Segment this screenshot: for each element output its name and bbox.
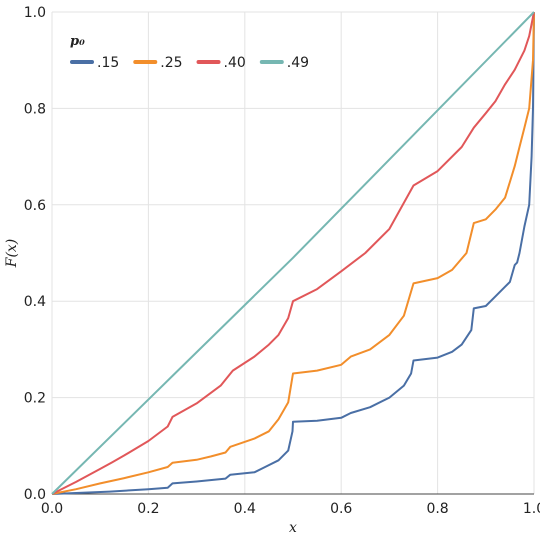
x-tick-label: 0.2 bbox=[137, 501, 159, 517]
tick-labels: 0.0 0.2 0.4 0.6 0.8 1.0 0.0 0.2 0.4 0.6 0.8 1.0 bbox=[24, 5, 540, 517]
x-tick-label: 0.6 bbox=[330, 501, 352, 517]
y-tick-label: 1.0 bbox=[24, 5, 46, 21]
y-tick-label: 0.8 bbox=[24, 101, 46, 117]
legend-label: .49 bbox=[287, 55, 309, 71]
legend-label: .15 bbox=[97, 55, 119, 71]
series-line-p15 bbox=[51, 11, 535, 495]
y-tick-label: 0.4 bbox=[24, 294, 46, 310]
legend: p₀ .15 .25 .40 .49 bbox=[70, 34, 309, 71]
series-line-p25 bbox=[51, 11, 535, 495]
legend-title: p₀ bbox=[70, 34, 85, 49]
x-axis-title: x bbox=[289, 520, 297, 536]
series-lines bbox=[51, 11, 535, 495]
x-tick-label: 0.8 bbox=[426, 501, 448, 517]
x-tick-label: 0.4 bbox=[234, 501, 256, 517]
series-line-p49 bbox=[51, 11, 535, 495]
y-tick-label: 0.6 bbox=[24, 198, 46, 214]
x-tick-label: 0.0 bbox=[41, 501, 63, 517]
series-line-p40 bbox=[51, 11, 535, 495]
y-tick-label: 0.2 bbox=[24, 391, 46, 407]
y-axis-title: F(x) bbox=[4, 239, 20, 269]
legend-label: .40 bbox=[224, 55, 246, 71]
y-tick-label: 0.0 bbox=[24, 487, 46, 503]
x-tick-label: 1.0 bbox=[523, 501, 540, 517]
legend-label: .25 bbox=[160, 55, 182, 71]
